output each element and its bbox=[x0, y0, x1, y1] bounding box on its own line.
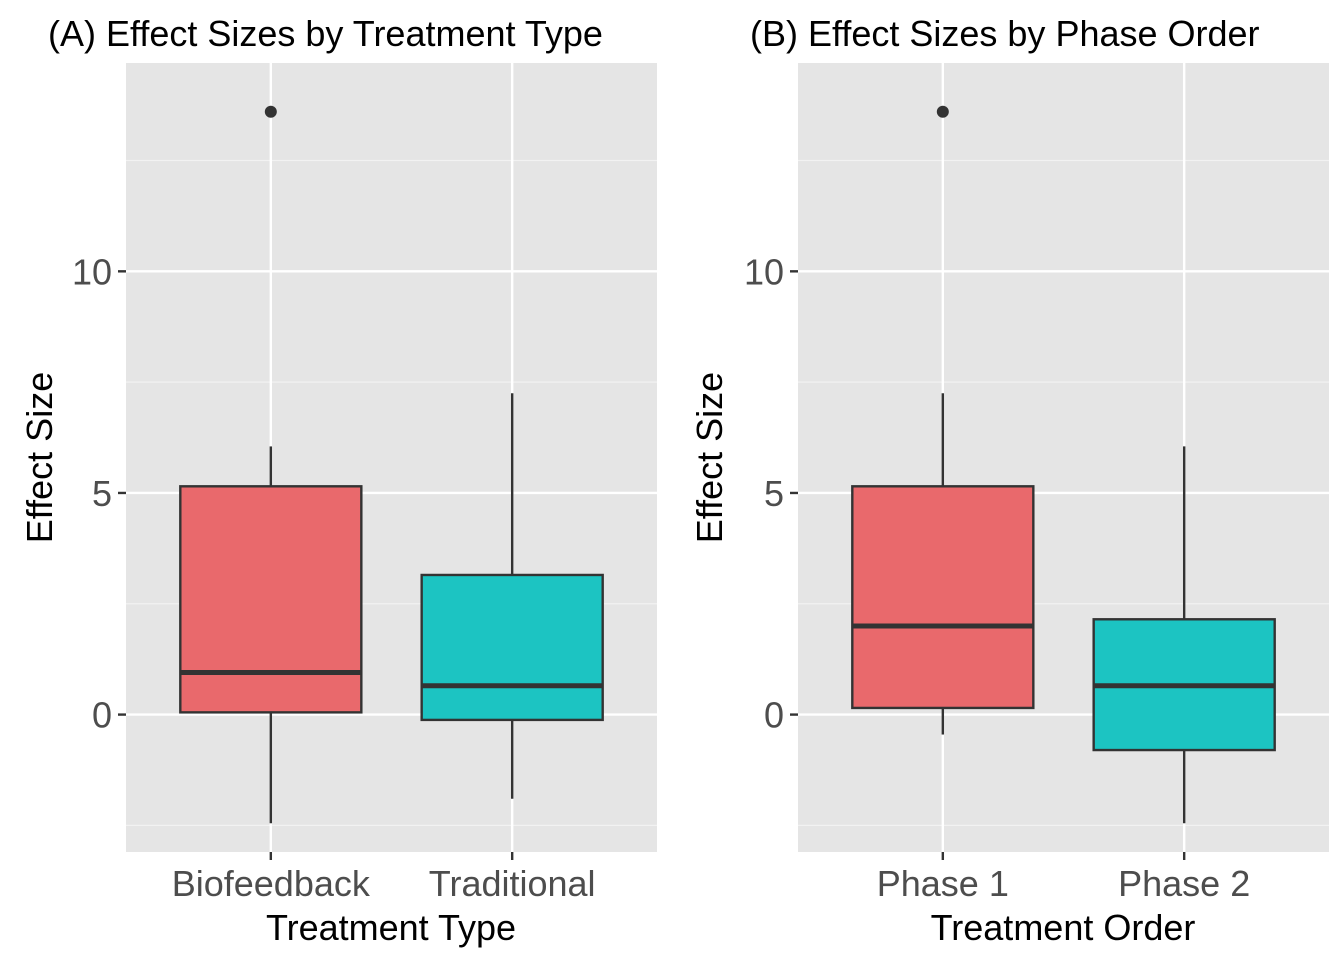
box-traditional bbox=[420, 393, 604, 799]
panel-background bbox=[126, 63, 657, 852]
x-tick-label: Traditional bbox=[429, 863, 596, 904]
x-tick-label: Phase 1 bbox=[877, 863, 1009, 904]
x-axis-title: Treatment Order bbox=[931, 907, 1196, 948]
y-tick-label: 0 bbox=[92, 695, 112, 736]
box-phase-1 bbox=[851, 105, 1035, 735]
y-tick-label: 5 bbox=[764, 473, 784, 514]
y-tick-label: 10 bbox=[744, 251, 784, 292]
y-tick-label: 10 bbox=[72, 251, 112, 292]
box-phase-2 bbox=[1092, 446, 1276, 824]
y-axis-title: Effect Size bbox=[19, 372, 60, 543]
chart-title: (B) Effect Sizes by Phase Order bbox=[750, 13, 1260, 54]
box-body bbox=[420, 573, 604, 722]
box-body bbox=[851, 485, 1035, 710]
outlier-point bbox=[936, 105, 949, 118]
x-tick-label: Phase 2 bbox=[1118, 863, 1250, 904]
x-axis-title: Treatment Type bbox=[266, 907, 516, 948]
y-tick-label: 5 bbox=[92, 473, 112, 514]
x-tick-label: Biofeedback bbox=[172, 863, 371, 904]
outlier-point bbox=[264, 105, 277, 118]
y-axis-title: Effect Size bbox=[689, 372, 730, 543]
chart-title: (A) Effect Sizes by Treatment Type bbox=[48, 13, 603, 54]
y-tick-label: 0 bbox=[764, 695, 784, 736]
box-biofeedback bbox=[179, 105, 363, 824]
box-body bbox=[179, 485, 363, 714]
